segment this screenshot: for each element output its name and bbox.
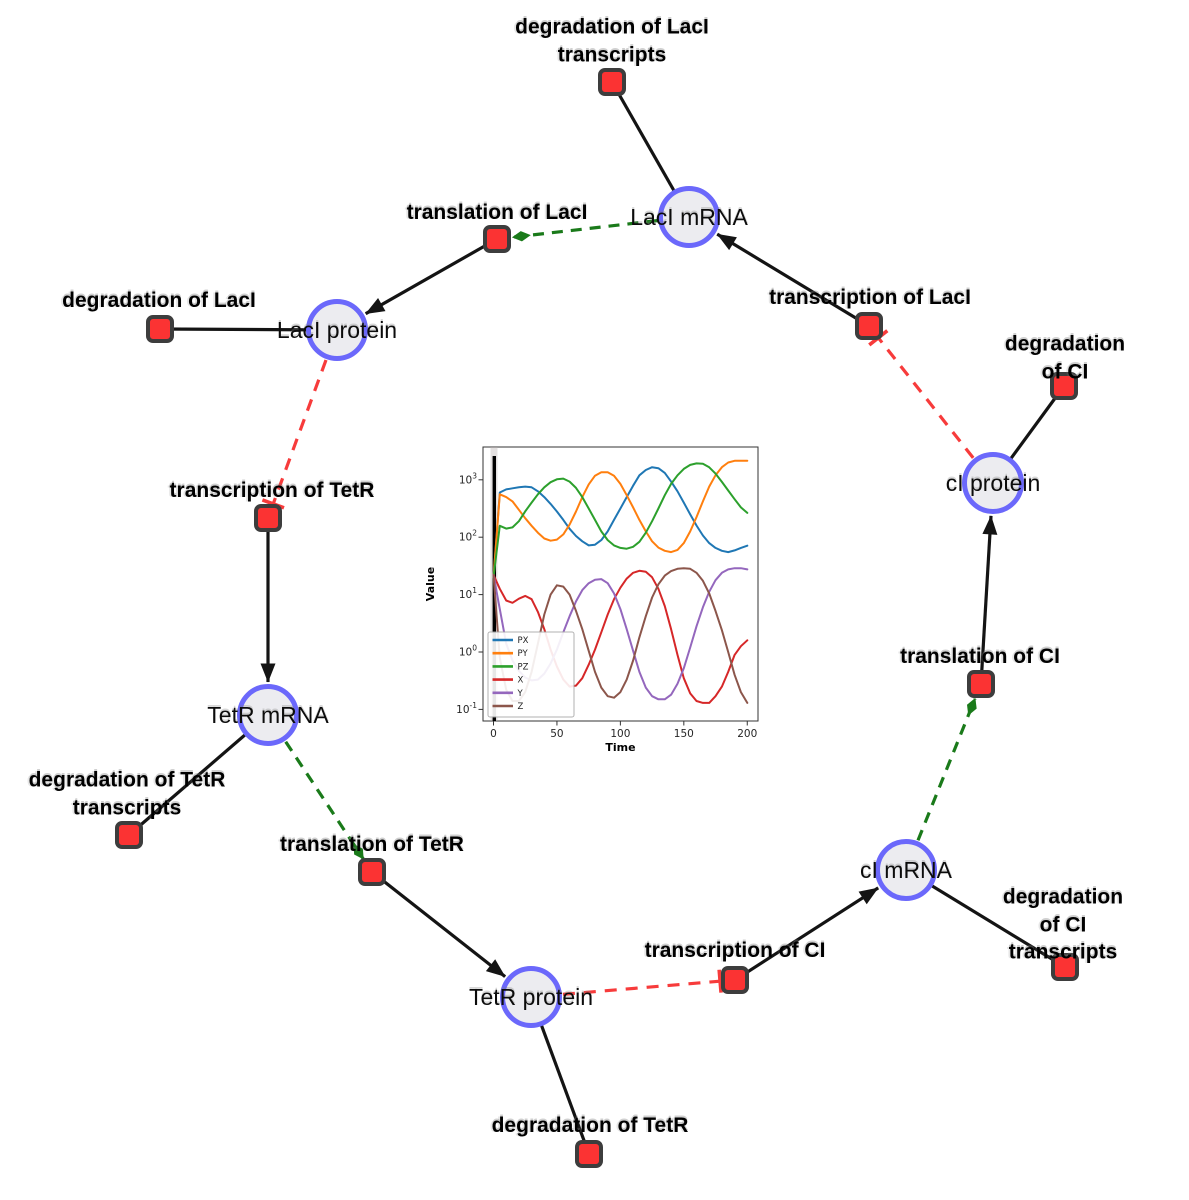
series-line-X: [492, 569, 749, 704]
reaction-node-translation-ci[interactable]: [967, 670, 995, 698]
species-node-laci-protein[interactable]: LacI protein: [277, 299, 397, 361]
x-axis-label: Time: [605, 741, 635, 754]
legend-box: [487, 631, 575, 718]
reaction-label-translation-tetr: translation of TetR: [280, 833, 464, 857]
edge-inhibition-ci-protein-to-transcription-laci: [868, 329, 975, 459]
series-line-PY: [492, 459, 749, 579]
legend-label-PY: PY: [518, 649, 529, 659]
reaction-label-transcription-tetr: transcription of TetR: [169, 479, 375, 503]
reaction-label-degradation-ci: degradation of CI: [1004, 332, 1126, 383]
series-line-PX: [492, 466, 749, 579]
species-label-laci-protein: LacI protein: [276, 316, 398, 343]
reaction-node-transcription-tetr[interactable]: [254, 504, 282, 532]
x-tick-label: 100: [610, 728, 630, 740]
reaction-node-degradation-ci-transcripts[interactable]: [1051, 953, 1079, 981]
reaction-node-degradation-laci-transcripts[interactable]: [598, 68, 626, 96]
species-node-ci-protein[interactable]: cI protein: [946, 452, 1040, 514]
reaction-label-degradation-tetr-transcripts: degradation of TetR transcripts: [28, 768, 226, 819]
reaction-label-translation-ci: translation of CI: [900, 645, 1060, 669]
legend-label-PZ: PZ: [518, 662, 529, 672]
y-axis-label: Value: [424, 567, 437, 601]
edge-production-translation-ci-to-ci-protein: [979, 515, 998, 685]
species-label-tetr-mrna: TetR mRNA: [207, 701, 329, 728]
reaction-node-translation-laci[interactable]: [483, 225, 511, 253]
y-tick-label: 103: [459, 471, 477, 486]
x-tick-label: 150: [674, 728, 694, 740]
legend-label-Z: Z: [518, 702, 524, 712]
x-tick-label: 200: [737, 728, 757, 740]
edge-production-translation-tetr-to-tetr-protein: [371, 870, 507, 978]
species-label-ci-protein: cI protein: [945, 469, 1041, 496]
edge-production-transcription-laci-to-laci-mrna: [716, 232, 870, 328]
reaction-node-degradation-tetr[interactable]: [575, 1140, 603, 1168]
reaction-label-degradation-tetr: degradation of TetR: [491, 1114, 689, 1138]
reaction-node-transcription-laci[interactable]: [855, 312, 883, 340]
legend-label-X: X: [518, 676, 524, 686]
reaction-node-transcription-ci[interactable]: [721, 966, 749, 994]
x-tick-label: 50: [550, 728, 563, 740]
species-node-tetr-mrna[interactable]: TetR mRNA: [207, 684, 329, 746]
edges-layer: [127, 81, 1066, 1155]
legend-label-PX: PX: [518, 636, 529, 646]
x-tick-label: 0: [490, 728, 497, 740]
y-tick-label: 10-1: [456, 701, 477, 716]
inset-time-series-chart: 0 50 100 150 200 10-1 100 101 102 103 Time Value PX P…: [424, 446, 759, 754]
reaction-label-degradation-laci: degradation of LacI: [62, 289, 256, 313]
species-node-laci-mrna[interactable]: LacI mRNA: [630, 186, 748, 248]
edge-modifier-tetr-mrna-to-translation-tetr: [284, 740, 365, 860]
reaction-label-transcription-ci: transcription of CI: [644, 939, 826, 963]
species-label-tetr-protein: TetR protein: [469, 983, 594, 1010]
edge-production-transcription-ci-to-ci-mrna: [734, 886, 880, 982]
species-node-tetr-protein[interactable]: TetR protein: [469, 966, 593, 1028]
species-node-ci-mrna[interactable]: cI mRNA: [860, 839, 952, 901]
reaction-node-degradation-laci[interactable]: [146, 315, 174, 343]
edge-modifier-laci-mrna-to-translation-laci: [511, 219, 658, 242]
reaction-label-transcription-laci: transcription of LacI: [769, 286, 971, 310]
species-label-ci-mrna: cI mRNA: [860, 856, 952, 883]
y-tick-label: 100: [459, 644, 477, 659]
y-tick-label: 102: [459, 529, 477, 544]
reaction-label-translation-laci: translation of LacI: [406, 201, 588, 225]
edge-production-translation-laci-to-laci-protein: [364, 237, 498, 316]
reaction-node-degradation-ci[interactable]: [1050, 372, 1078, 400]
species-label-laci-mrna: LacI mRNA: [630, 203, 748, 230]
edge-modifier-ci-mrna-to-translation-ci: [916, 697, 977, 841]
y-tick-label: 101: [459, 586, 477, 601]
reaction-label-degradation-laci-transcripts: degradation of LacI transcripts: [515, 15, 709, 66]
reaction-label-degradation-ci-transcripts: degradation of CI transcripts: [1002, 885, 1124, 964]
edge-consumption-ci-mrna-to-deg-ci-tx: [905, 868, 1066, 969]
series-line-PZ: [492, 462, 749, 579]
reaction-node-degradation-tetr-transcripts[interactable]: [115, 821, 143, 849]
edge-inhibition-tetr-protein-to-transcription-ci: [562, 969, 723, 996]
legend-label-Y: Y: [517, 689, 524, 699]
reaction-node-translation-tetr[interactable]: [358, 858, 386, 886]
edge-inhibition-laci-protein-to-transcription-tetr: [261, 359, 328, 510]
